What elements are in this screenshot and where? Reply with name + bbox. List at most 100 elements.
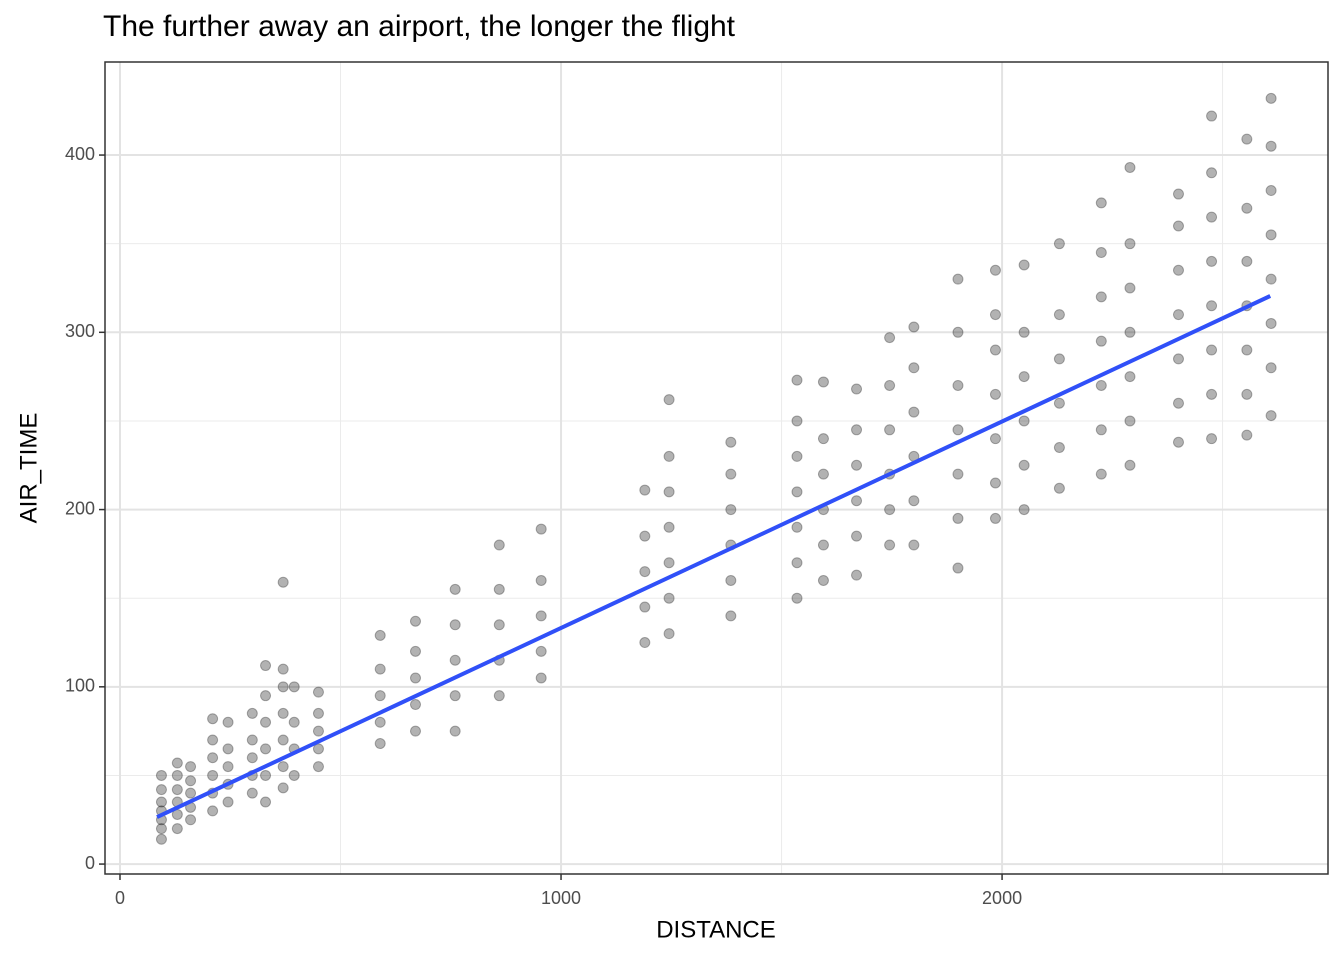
point xyxy=(374,738,386,750)
point xyxy=(260,716,272,728)
point xyxy=(1095,424,1107,436)
x-axis-title: DISTANCE xyxy=(656,916,776,943)
point xyxy=(1124,371,1136,383)
x-tick-label: 0 xyxy=(115,888,125,908)
point xyxy=(155,769,167,781)
point xyxy=(185,761,197,773)
point xyxy=(207,805,219,817)
point xyxy=(817,574,829,586)
point xyxy=(908,406,920,418)
point xyxy=(1241,202,1253,214)
point xyxy=(1265,317,1277,329)
point xyxy=(851,459,863,471)
point xyxy=(535,672,547,684)
point xyxy=(1206,388,1218,400)
point xyxy=(908,539,920,551)
point xyxy=(1095,379,1107,391)
y-tick-label: 400 xyxy=(65,144,95,164)
point xyxy=(288,769,300,781)
point xyxy=(1172,353,1184,365)
panel-border xyxy=(104,61,1329,875)
y-tick-label: 0 xyxy=(85,853,95,873)
point xyxy=(1206,300,1218,312)
point xyxy=(1241,429,1253,441)
point xyxy=(663,394,675,406)
point xyxy=(312,707,324,719)
y-tick-label: 300 xyxy=(65,321,95,341)
point xyxy=(1095,335,1107,347)
point xyxy=(409,645,421,657)
point xyxy=(952,512,964,524)
point xyxy=(409,672,421,684)
point xyxy=(277,681,289,693)
point xyxy=(535,645,547,657)
point xyxy=(246,734,258,746)
point xyxy=(171,784,183,796)
point xyxy=(1124,459,1136,471)
point xyxy=(791,557,803,569)
point xyxy=(449,654,461,666)
point xyxy=(1241,133,1253,145)
point xyxy=(1095,247,1107,259)
point xyxy=(989,433,1001,445)
point xyxy=(989,512,1001,524)
point xyxy=(1265,229,1277,241)
point xyxy=(1018,504,1030,516)
point xyxy=(1053,309,1065,321)
point xyxy=(952,468,964,480)
y-tick-label: 100 xyxy=(65,676,95,696)
point xyxy=(1053,442,1065,454)
point xyxy=(851,530,863,542)
point xyxy=(952,379,964,391)
point xyxy=(207,713,219,725)
point xyxy=(639,601,651,613)
point xyxy=(1206,110,1218,122)
point xyxy=(1124,415,1136,427)
point xyxy=(222,761,234,773)
point xyxy=(663,557,675,569)
point xyxy=(222,796,234,808)
point xyxy=(1265,273,1277,285)
point xyxy=(171,769,183,781)
point xyxy=(493,619,505,631)
point xyxy=(277,663,289,675)
point xyxy=(989,388,1001,400)
point xyxy=(1053,482,1065,494)
point xyxy=(1172,309,1184,321)
point xyxy=(851,383,863,395)
point xyxy=(288,681,300,693)
point xyxy=(791,521,803,533)
point xyxy=(155,784,167,796)
x-tick-label: 1000 xyxy=(541,888,581,908)
point xyxy=(639,637,651,649)
point xyxy=(1018,259,1030,271)
y-axis-title: AIR_TIME xyxy=(15,413,42,524)
point xyxy=(663,486,675,498)
point xyxy=(1206,255,1218,267)
point xyxy=(884,424,896,436)
point xyxy=(1095,291,1107,303)
point xyxy=(1206,433,1218,445)
point xyxy=(1206,211,1218,223)
point xyxy=(908,495,920,507)
point xyxy=(663,450,675,462)
point xyxy=(409,725,421,737)
point xyxy=(1053,353,1065,365)
point xyxy=(449,725,461,737)
point xyxy=(851,424,863,436)
point xyxy=(493,583,505,595)
point xyxy=(155,823,167,835)
point xyxy=(277,707,289,719)
point xyxy=(1018,371,1030,383)
point xyxy=(639,484,651,496)
point xyxy=(185,775,197,787)
point xyxy=(260,796,272,808)
point xyxy=(725,610,737,622)
point xyxy=(1265,140,1277,152)
point xyxy=(493,539,505,551)
point xyxy=(277,782,289,794)
point xyxy=(639,530,651,542)
point xyxy=(952,273,964,285)
point xyxy=(1124,161,1136,173)
